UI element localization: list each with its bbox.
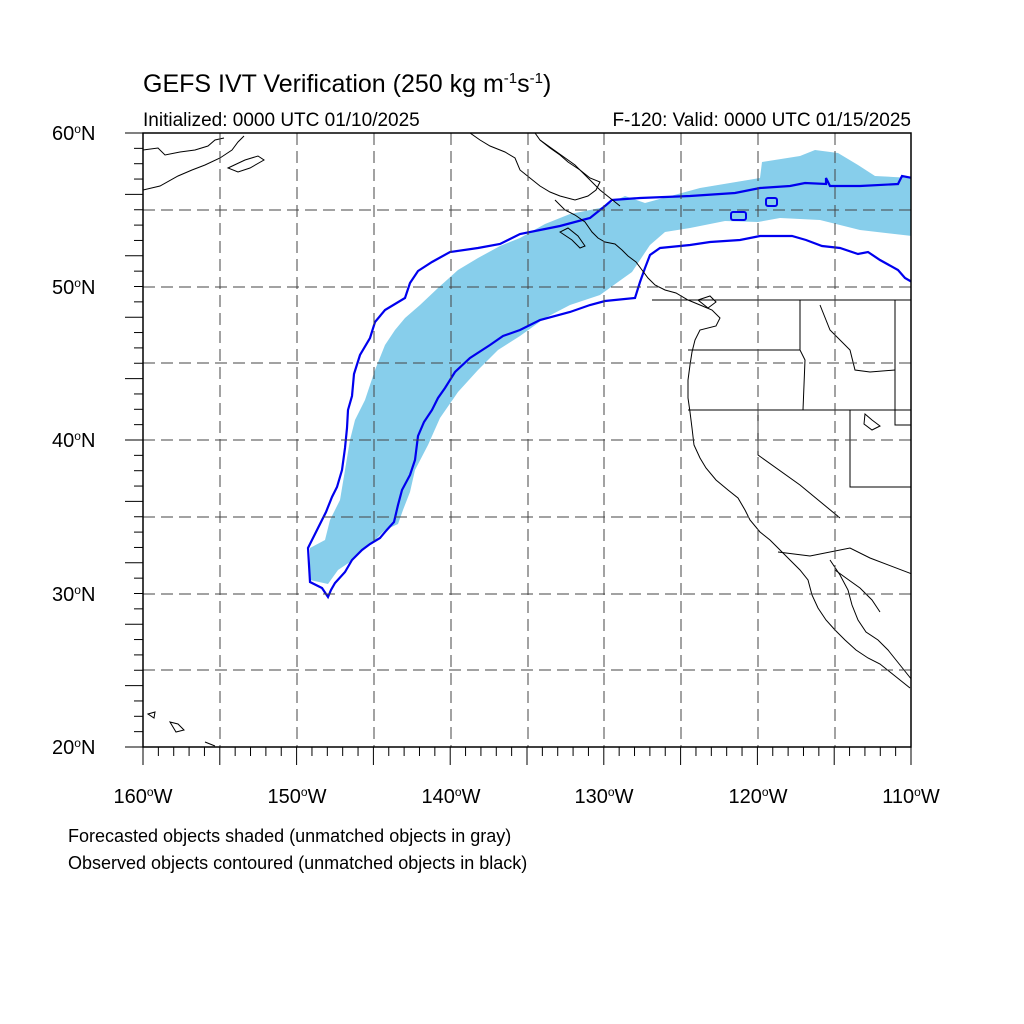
observed-small-contour bbox=[730, 211, 747, 221]
lat-label-50n: 50oN bbox=[52, 276, 96, 299]
coastline bbox=[559, 227, 586, 249]
coastline bbox=[863, 412, 881, 431]
forecast-ivt-object bbox=[310, 150, 911, 584]
lat-label-40n: 40oN bbox=[52, 429, 96, 452]
boundary bbox=[688, 300, 806, 411]
coastline bbox=[143, 135, 245, 191]
boundary bbox=[894, 300, 911, 426]
coastline bbox=[554, 199, 911, 689]
boundary bbox=[757, 410, 841, 519]
coastlines bbox=[143, 133, 911, 747]
boundary bbox=[819, 304, 896, 373]
boundary bbox=[539, 139, 621, 207]
lat-label-20n: 20oN bbox=[52, 736, 96, 759]
lon-label-110w: 110oW bbox=[882, 785, 940, 808]
legend-note-observed: Observed objects contoured (unmatched ob… bbox=[68, 853, 528, 873]
coastline bbox=[146, 711, 216, 747]
valid-time-label: F-120: Valid: 0000 UTC 01/15/2025 bbox=[612, 110, 911, 131]
graticule bbox=[143, 133, 911, 747]
lat-label-30n: 30oN bbox=[52, 583, 96, 606]
coastline bbox=[834, 569, 881, 613]
lon-label-130w: 130oW bbox=[574, 785, 634, 808]
coastline bbox=[696, 295, 717, 309]
lon-label-140w: 140oW bbox=[421, 785, 481, 808]
lon-label-150w: 150oW bbox=[267, 785, 327, 808]
init-time-label: Initialized: 0000 UTC 01/10/2025 bbox=[143, 110, 420, 131]
map-title: GEFS IVT Verification (250 kg m-1s-1) bbox=[143, 70, 552, 98]
lat-label-60n: 60oN bbox=[52, 122, 96, 145]
legend-note-forecast: Forecasted objects shaded (unmatched obj… bbox=[68, 826, 512, 846]
lon-label-120w: 120oW bbox=[728, 785, 788, 808]
observed-ivt-contour bbox=[306, 174, 911, 600]
boundary bbox=[849, 410, 911, 488]
observed-small-contour bbox=[765, 197, 778, 207]
boundary bbox=[777, 547, 911, 575]
lon-label-160w: 160oW bbox=[113, 785, 173, 808]
coastline bbox=[469, 133, 601, 201]
axis-ticks bbox=[125, 132, 912, 765]
coastline bbox=[829, 559, 911, 680]
coastline bbox=[226, 155, 265, 173]
